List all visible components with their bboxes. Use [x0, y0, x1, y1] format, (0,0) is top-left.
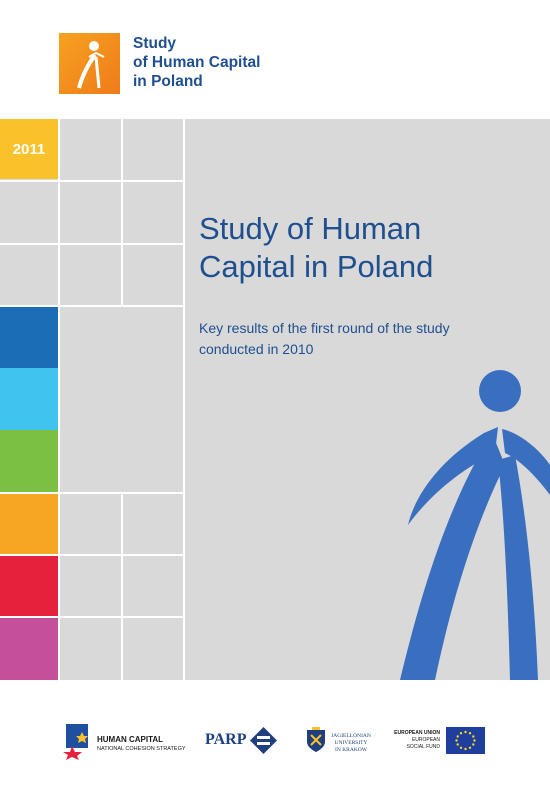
- subtitle-line-2: conducted in 2010: [199, 341, 314, 357]
- grid-vline-3: [121, 493, 123, 680]
- grid-vline-4: [183, 119, 185, 680]
- jagiellonian-logo-text: JAGIELLONIAN UNIVERSITY IN KRAKOW: [327, 733, 375, 754]
- cover-subtitle: Key results of the first round of the st…: [199, 318, 509, 360]
- cover-title: Study of Human Capital in Poland: [199, 210, 519, 286]
- tile-red: [0, 555, 58, 617]
- human-capital-logo-text: HUMAN CAPITAL NATIONAL COHESION STRATEGY: [97, 735, 186, 753]
- jagiellonian-crest-icon: [306, 727, 326, 753]
- parp-logo-icon: [250, 727, 277, 754]
- human-capital-star-icon: [62, 724, 94, 760]
- hc-subtitle: NATIONAL COHESION STRATEGY: [97, 746, 186, 752]
- tile-magenta: [0, 617, 58, 680]
- grid-hline-3: [0, 305, 183, 307]
- human-capital-logo-icon: [59, 33, 120, 94]
- grid-hline-5: [0, 554, 183, 556]
- title-line-2: Capital in Poland: [199, 249, 434, 284]
- subtitle-line-1: Key results of the first round of the st…: [199, 320, 450, 336]
- logo-line-2: of Human Capital: [133, 54, 261, 71]
- eu-flag-icon: [446, 727, 485, 754]
- eu-line-3: SOCIAL FUND: [406, 744, 440, 750]
- eu-line-2: EUROPEAN: [411, 737, 440, 743]
- grid-vline-1: [58, 119, 60, 680]
- hc-title: HUMAN CAPITAL: [97, 735, 164, 744]
- tile-light-blue: [0, 368, 58, 430]
- logo-line-3: in Poland: [133, 73, 203, 90]
- logo-line-1: Study: [133, 35, 177, 52]
- grid-hline-6: [0, 616, 183, 618]
- eu-logo-text: EUROPEAN UNION EUROPEAN SOCIAL FUND: [390, 730, 440, 751]
- tile-green: [0, 430, 58, 493]
- eu-line-1: EUROPEAN UNION: [394, 730, 440, 736]
- tile-dark-blue: [0, 306, 58, 368]
- grid-hline-1: [0, 180, 183, 182]
- uj-line-3: IN KRAKOW: [335, 747, 367, 753]
- year-badge: 2011: [0, 119, 58, 179]
- grid-hline-4: [0, 492, 183, 494]
- human-figure-icon: [380, 365, 550, 685]
- grid-vline-2: [121, 119, 123, 306]
- header-logo-text: Study of Human Capital in Poland: [133, 34, 333, 91]
- grid-hline-2: [0, 243, 183, 245]
- uj-line-2: UNIVERSITY: [334, 740, 368, 746]
- parp-logo-text: PARP: [205, 731, 247, 748]
- tile-orange: [0, 493, 58, 555]
- uj-line-1: JAGIELLONIAN: [331, 733, 371, 739]
- title-line-1: Study of Human: [199, 211, 422, 246]
